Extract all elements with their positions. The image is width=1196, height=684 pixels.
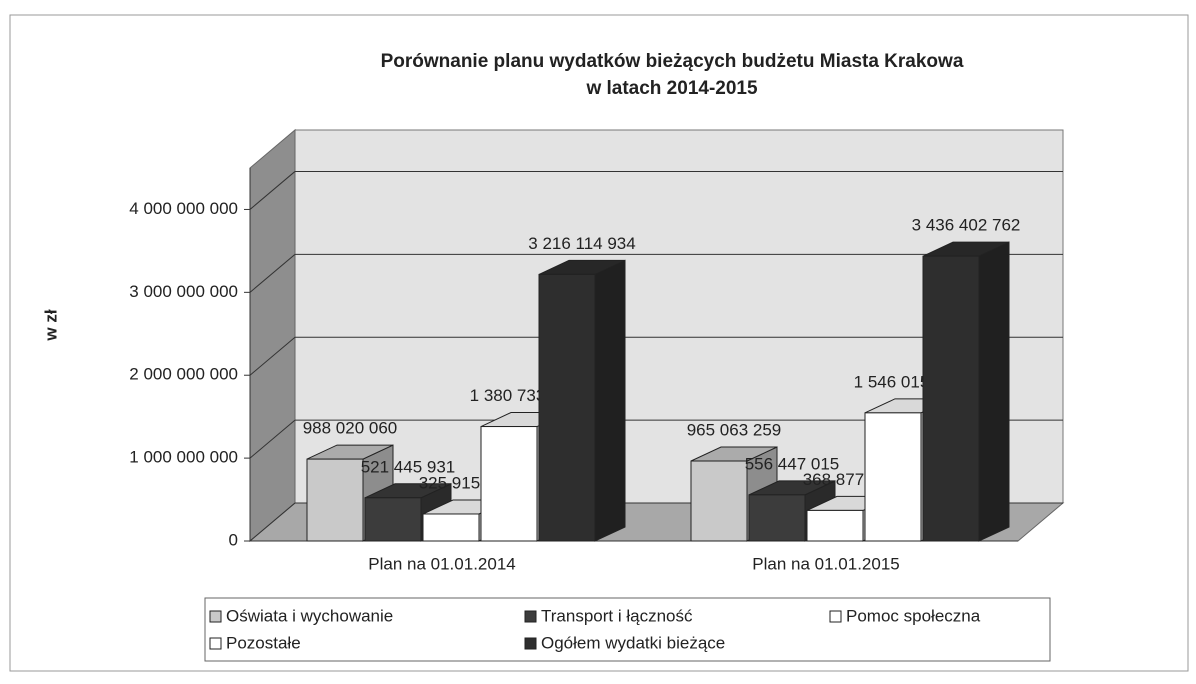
data-label: 3 216 114 934 [528, 234, 635, 253]
bar [480, 426, 538, 542]
chart-title: w latach 2014-2015 [585, 78, 758, 99]
bar [864, 412, 922, 542]
x-tick-label: Plan na 01.01.2015 [752, 554, 899, 573]
data-label: 3 436 402 762 [912, 216, 1021, 235]
bar [806, 509, 864, 542]
bar-side [978, 241, 1010, 542]
bar [422, 513, 480, 542]
y-tick-label: 4 000 000 000 [129, 199, 238, 218]
data-label: 965 063 259 [687, 420, 782, 439]
grid-line [249, 253, 296, 293]
legend-swatch [209, 610, 222, 623]
grid-line [249, 336, 296, 376]
y-axis-label: w zł [41, 309, 60, 341]
side-wall [249, 128, 296, 543]
bar [306, 458, 364, 542]
legend-swatch [524, 637, 537, 650]
data-label: 556 447 015 [745, 454, 840, 473]
legend-swatch [524, 610, 537, 623]
chart-title: Porównanie planu wydatków bieżących budż… [381, 51, 964, 72]
legend-label: Oświata i wychowanie [226, 606, 393, 625]
legend-label: Pozostałe [226, 633, 301, 652]
y-tick-label: 3 000 000 000 [129, 282, 238, 301]
grid-line [249, 502, 296, 542]
x-tick-label: Plan na 01.01.2014 [368, 554, 515, 573]
bar [538, 273, 596, 542]
grid-line [249, 171, 296, 210]
bar-side [594, 259, 626, 542]
legend-label: Pomoc społeczna [846, 606, 981, 625]
grid-line [249, 419, 296, 459]
bar [922, 255, 980, 542]
legend-swatch [829, 610, 842, 623]
bar [364, 497, 422, 542]
legend-label: Ogółem wydatki bieżące [541, 633, 725, 652]
legend-swatch [209, 637, 222, 650]
data-label: 521 445 931 [361, 457, 456, 476]
y-tick-label: 0 [229, 530, 238, 549]
y-tick-label: 2 000 000 000 [129, 365, 238, 384]
bar [690, 460, 748, 542]
legend [204, 597, 1051, 662]
y-tick-label: 1 000 000 000 [129, 448, 238, 467]
legend-label: Transport i łączność [541, 606, 693, 625]
data-label: 988 020 060 [303, 419, 398, 438]
bar [748, 494, 806, 542]
